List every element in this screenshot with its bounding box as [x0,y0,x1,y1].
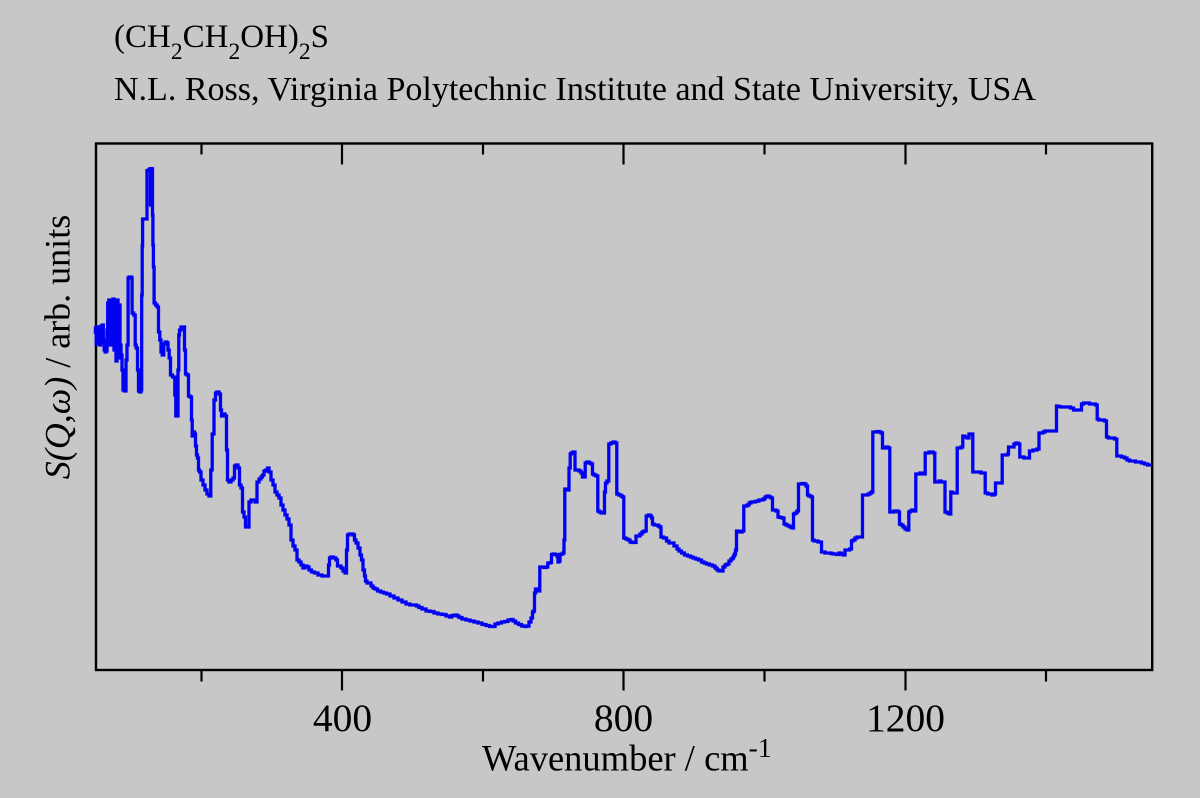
svg-text:Wavenumber / cm-1: Wavenumber / cm-1 [482,732,772,779]
svg-text:N.L. Ross, Virginia Polytechni: N.L. Ross, Virginia Polytechnic Institut… [114,71,1036,108]
svg-text:400: 400 [313,696,372,740]
svg-text:800: 800 [594,696,653,740]
svg-text:1200: 1200 [866,696,945,740]
svg-text:S(Q,ω) / arb. units: S(Q,ω) / arb. units [38,215,78,479]
